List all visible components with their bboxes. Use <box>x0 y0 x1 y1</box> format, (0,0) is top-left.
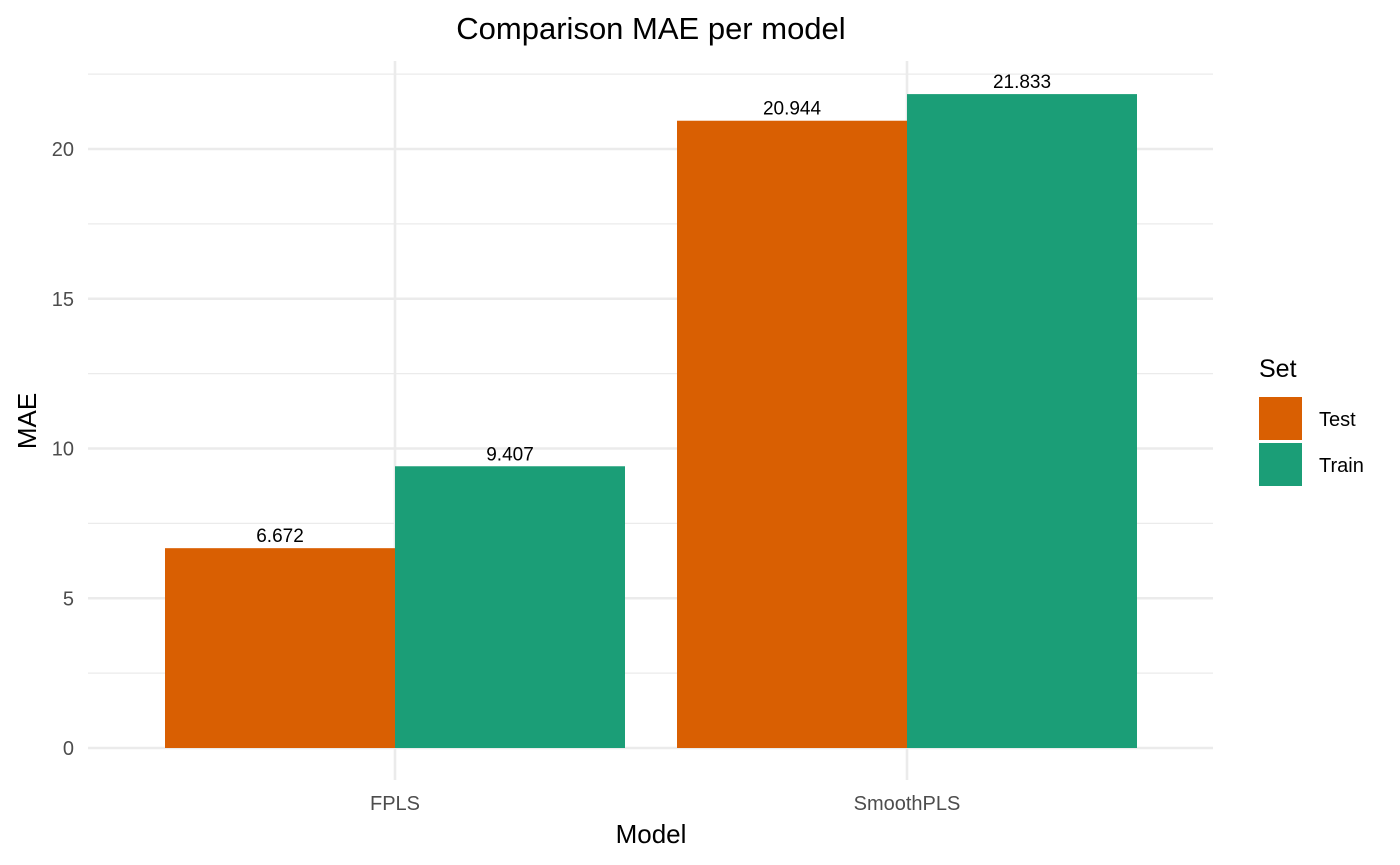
legend-key-train <box>1259 443 1302 486</box>
y-axis-ticks: 0 5 10 15 20 <box>52 139 74 760</box>
legend-label: Train <box>1319 455 1364 477</box>
y-tick-label: 0 <box>63 738 74 760</box>
x-axis-title: Model <box>616 819 687 849</box>
y-tick-label: 20 <box>52 139 74 161</box>
chart-title: Comparison MAE per model <box>456 11 845 46</box>
y-tick-label: 10 <box>52 439 74 461</box>
y-tick-label: 15 <box>52 289 74 311</box>
y-tick-label: 5 <box>63 588 74 610</box>
data-label: 21.833 <box>993 72 1051 93</box>
bar-test-fpls <box>165 548 395 748</box>
legend-items: Test Train <box>1259 397 1364 486</box>
legend-title: Set <box>1259 355 1297 383</box>
y-axis-title: MAE <box>12 393 42 449</box>
x-tick-label: SmoothPLS <box>854 793 961 815</box>
legend-key-test <box>1259 397 1302 440</box>
data-label: 9.407 <box>486 444 534 465</box>
legend-label: Test <box>1319 409 1356 431</box>
data-label: 6.672 <box>256 526 304 547</box>
x-tick-label: FPLS <box>370 793 420 815</box>
legend: Set Test Train <box>1259 355 1364 486</box>
data-labels: 6.672 20.944 9.407 21.833 <box>256 72 1051 547</box>
bar-train-fpls <box>395 466 625 748</box>
bar-train-smoothpls <box>907 94 1137 749</box>
data-label: 20.944 <box>763 99 822 120</box>
bars <box>165 94 1137 749</box>
x-axis-ticks: FPLS SmoothPLS <box>370 793 960 815</box>
bar-test-smoothpls <box>677 120 907 749</box>
